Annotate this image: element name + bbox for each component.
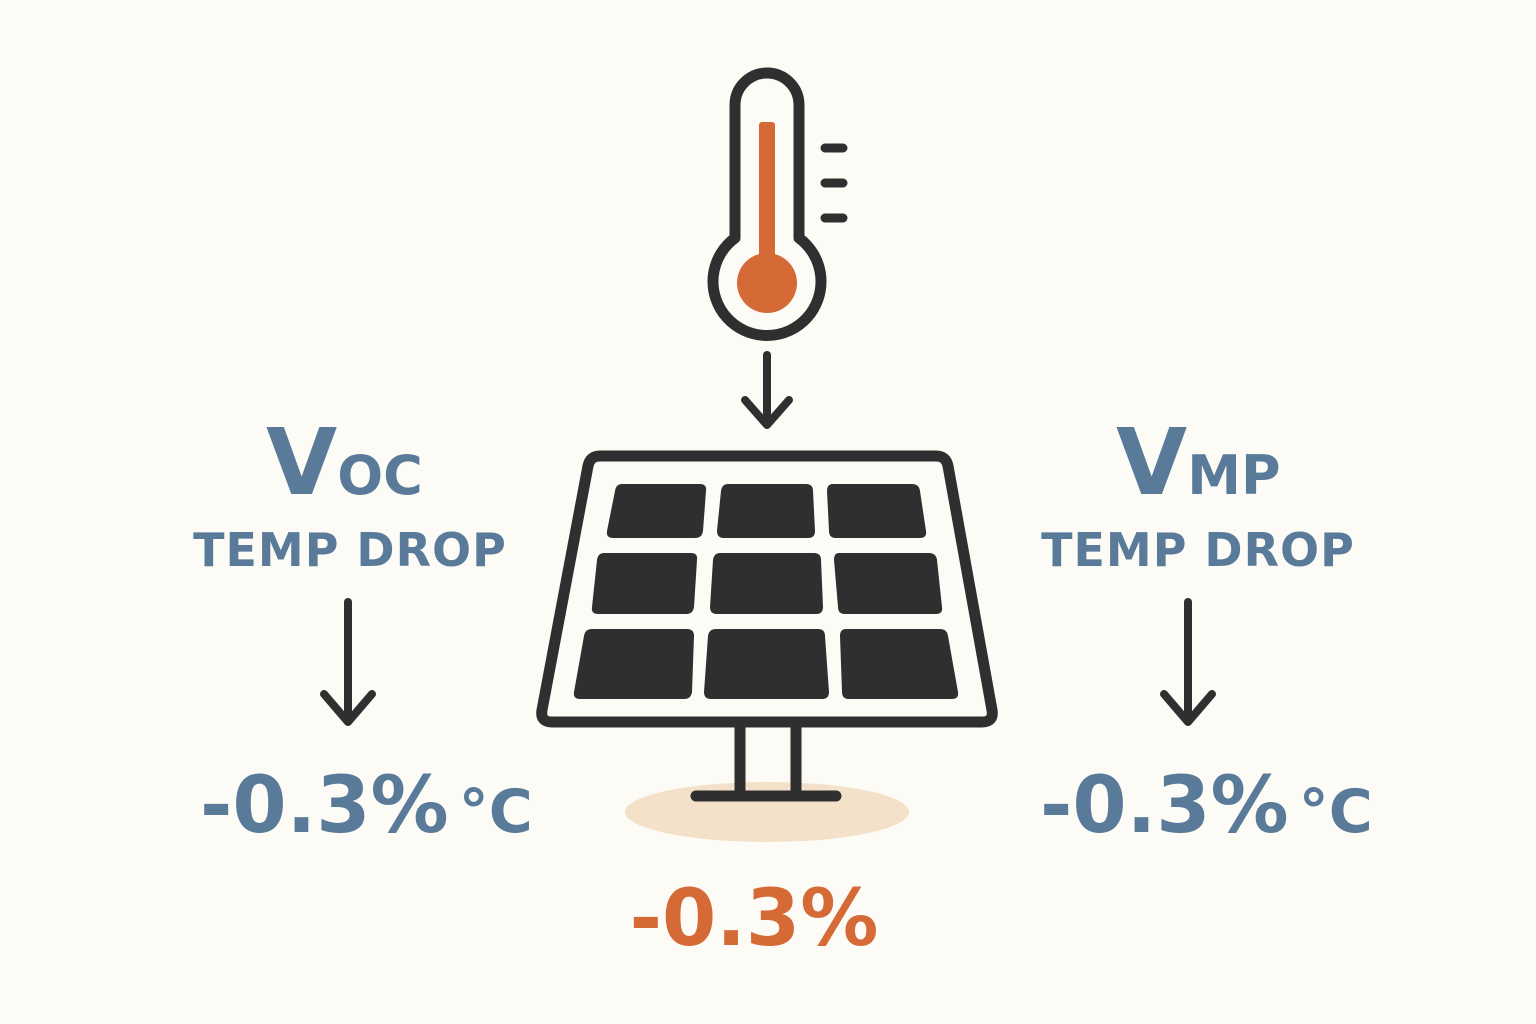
panel-cell [606, 484, 707, 538]
voc-heading: VOC [266, 409, 423, 516]
voc-coefficient: -0.3% °C [200, 761, 533, 851]
panel-cell [704, 629, 829, 699]
down-arrow-icon [1160, 598, 1216, 726]
thermometer-icon [707, 67, 848, 341]
panel-cell [717, 484, 815, 538]
voc-coefficient-unit: °C [459, 777, 533, 847]
voc-block: VOC TEMP DROP -0.3% °C [193, 409, 533, 851]
vmp-symbol: V [1116, 409, 1187, 516]
thermometer-bulb [737, 253, 797, 313]
panel-cell [710, 553, 823, 614]
voc-coefficient-value: -0.3% [200, 761, 449, 851]
vmp-heading: VMP [1116, 409, 1281, 516]
thermometer-mercury [759, 122, 775, 272]
vmp-coefficient-unit: °C [1299, 777, 1373, 847]
panel-cell [834, 553, 943, 614]
voc-caption: TEMP DROP [193, 523, 507, 577]
voc-symbol: V [266, 409, 337, 516]
panel-cell [573, 629, 694, 699]
vmp-caption: TEMP DROP [1041, 523, 1355, 577]
panel-cell [840, 629, 959, 699]
vmp-coefficient: -0.3% °C [1040, 761, 1373, 851]
down-arrow-icon [741, 351, 793, 429]
panel-cell [827, 484, 927, 538]
solar-panel-icon [536, 450, 998, 842]
vmp-block: VMP TEMP DROP -0.3% °C [1040, 409, 1373, 851]
down-arrow-icon [320, 598, 376, 726]
vmp-coefficient-value: -0.3% [1040, 761, 1289, 851]
panel-cell [591, 553, 698, 614]
center-coefficient: -0.3% [630, 874, 879, 964]
voc-subscript: OC [337, 444, 423, 507]
vmp-subscript: MP [1187, 444, 1280, 507]
panel-frame [536, 450, 998, 728]
